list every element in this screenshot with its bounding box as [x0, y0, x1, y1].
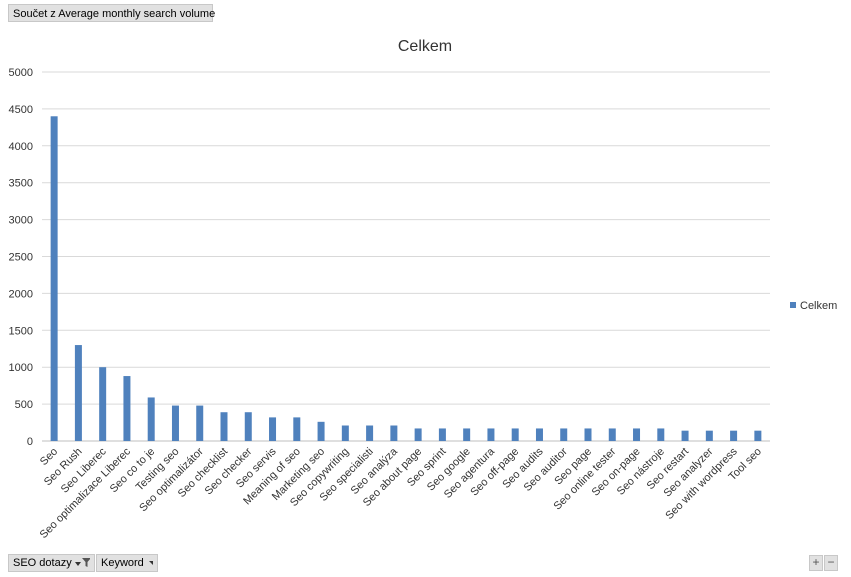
bar: [147, 397, 155, 441]
legend-label: Celkem: [800, 300, 837, 312]
bar: [705, 430, 713, 441]
bar: [293, 417, 301, 441]
bar: [99, 367, 107, 441]
y-tick-label: 1500: [9, 325, 33, 337]
bar: [414, 428, 422, 441]
y-tick-label: 4500: [9, 104, 33, 116]
value-field-label: Součet z Average monthly search volume: [13, 8, 216, 20]
y-tick-label: 0: [27, 436, 33, 448]
bar: [171, 405, 179, 441]
bar: [681, 430, 689, 441]
y-tick-label: 1000: [9, 362, 33, 374]
filter-dropdown-icon: [74, 558, 90, 567]
y-tick-label: 2500: [9, 252, 33, 264]
bar: [535, 428, 543, 441]
bar: [487, 428, 495, 441]
filter-seo-dotazy-label: SEO dotazy: [13, 557, 72, 569]
value-field-button[interactable]: Součet z Average monthly search volume: [8, 4, 216, 22]
bars: [50, 116, 762, 441]
bar: [657, 428, 665, 441]
bar: [269, 417, 277, 441]
bar: [220, 412, 228, 441]
bar: [50, 116, 58, 441]
chart-title: Celkem: [398, 38, 452, 55]
bar: [366, 425, 374, 441]
bar: [584, 428, 592, 441]
legend: Celkem: [790, 300, 837, 312]
bar: [317, 421, 325, 441]
y-axis: 0 500 1000 1500 2000 2500 3000 3500 4000 4500 5000: [9, 67, 33, 448]
y-tick-label: 4000: [9, 141, 33, 153]
bar: [511, 428, 519, 441]
bar: [560, 428, 568, 441]
bar: [196, 405, 204, 441]
y-tick-label: 500: [15, 399, 33, 411]
bar: [730, 430, 738, 441]
zoom-in-button[interactable]: +: [809, 555, 823, 571]
bar: [633, 428, 641, 441]
bar: [244, 412, 252, 441]
y-tick-label: 2000: [9, 288, 33, 300]
y-tick-label: 3000: [9, 215, 33, 227]
y-tick-label: 5000: [9, 67, 33, 79]
bar: [123, 376, 131, 441]
bar: [341, 425, 349, 441]
legend-swatch: [790, 302, 796, 308]
filter-keyword-label: Keyword: [101, 557, 144, 569]
bar: [438, 428, 446, 441]
bar: [608, 428, 616, 441]
filter-seo-dotazy-button[interactable]: SEO dotazy: [8, 554, 95, 572]
bar: [74, 345, 82, 441]
filter-keyword-button[interactable]: Keyword: [96, 554, 158, 572]
bar: [754, 430, 762, 441]
zoom-out-button[interactable]: −: [824, 555, 838, 571]
y-tick-label: 3500: [9, 178, 33, 190]
gridlines: [42, 71, 770, 442]
bar: [463, 428, 471, 441]
dropdown-arrow-icon: [148, 561, 153, 565]
bar: [390, 425, 398, 441]
